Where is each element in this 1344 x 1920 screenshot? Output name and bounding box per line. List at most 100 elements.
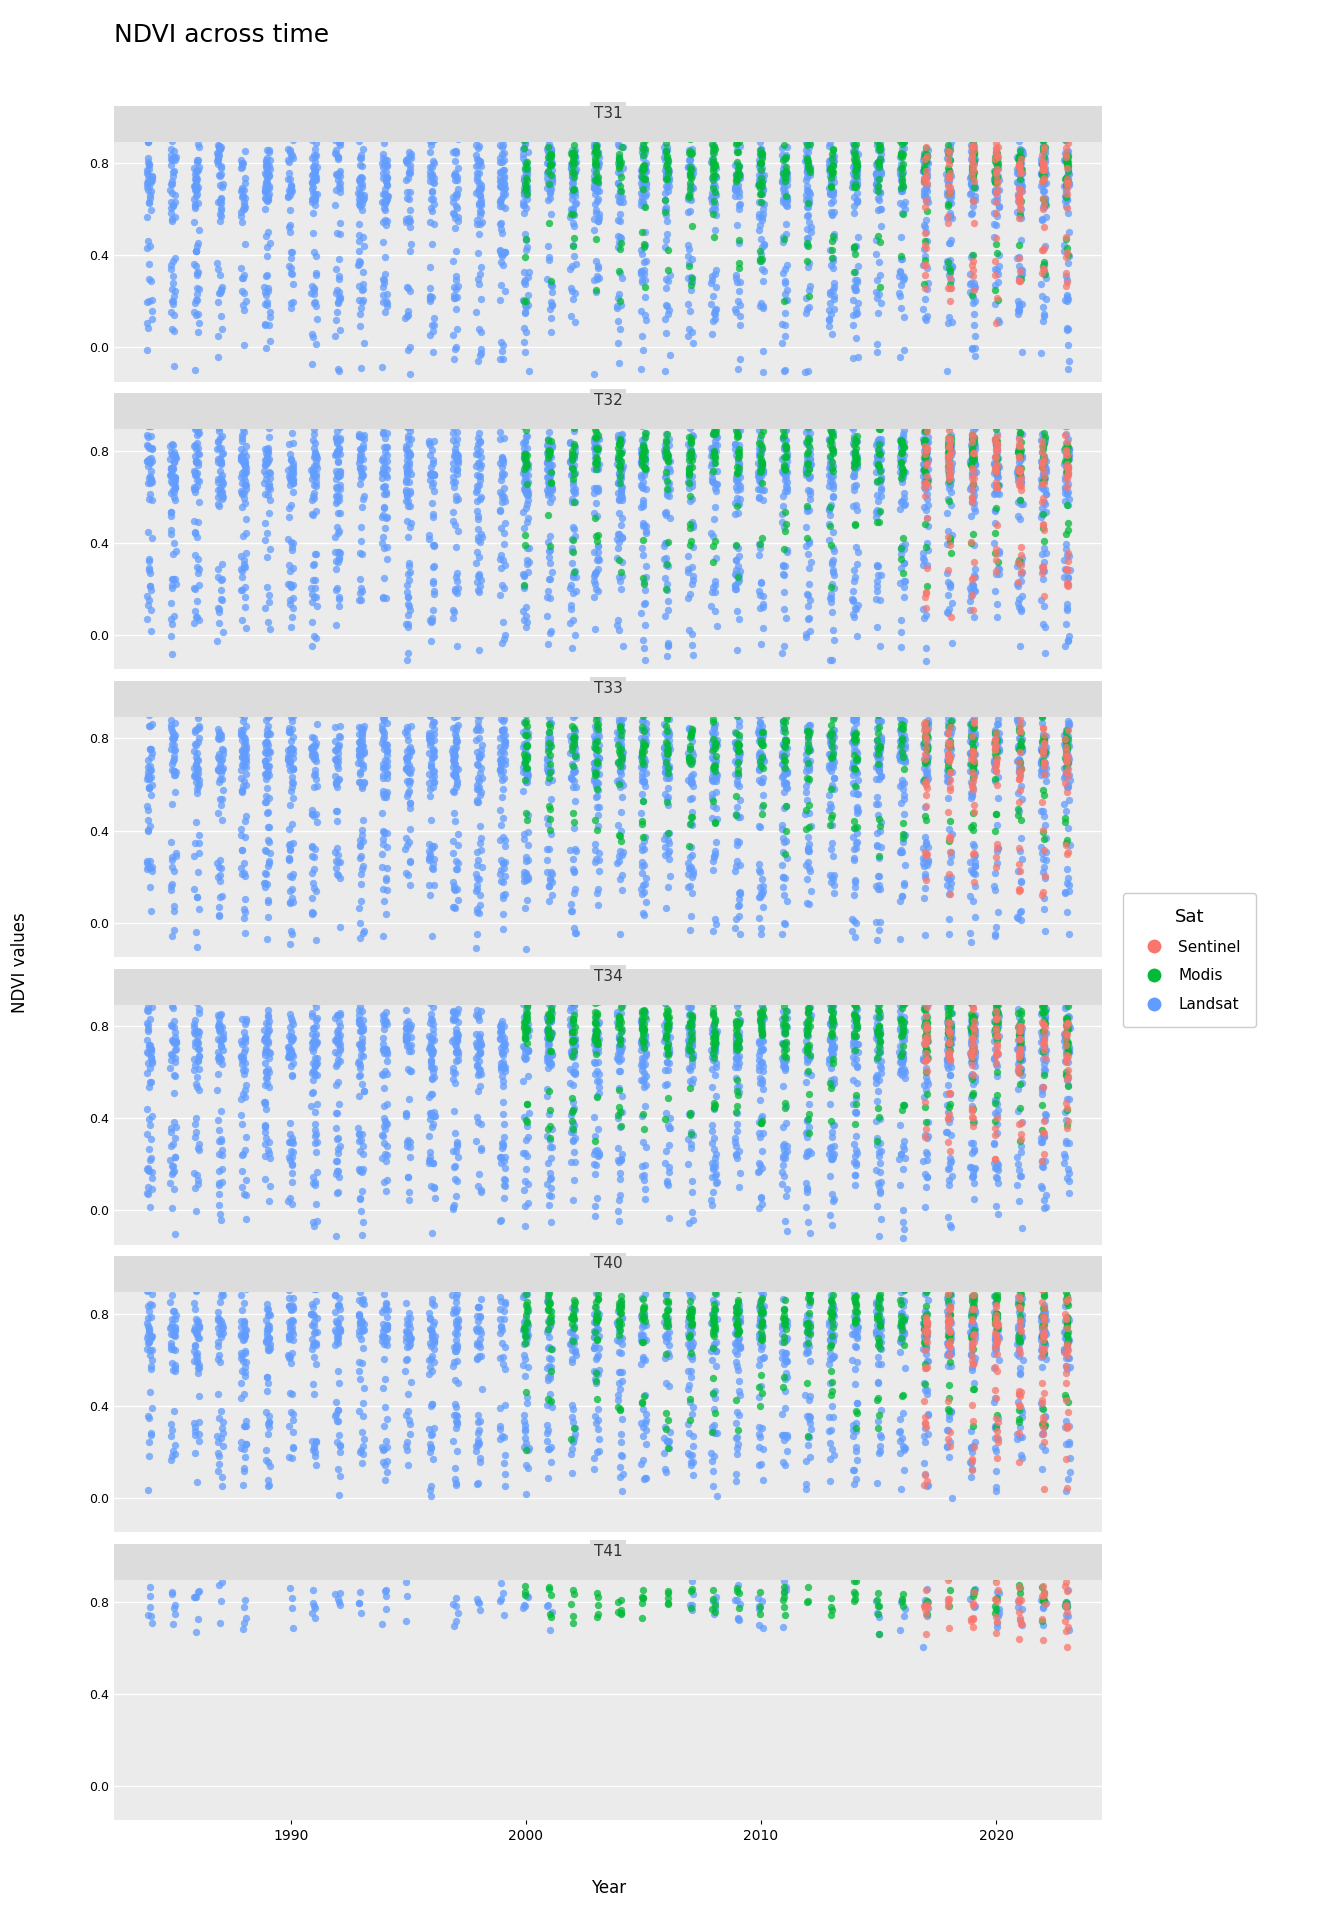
Point — [797, 538, 818, 568]
Point — [891, 1323, 913, 1354]
Point — [585, 1014, 606, 1044]
Point — [183, 572, 204, 603]
Point — [890, 1306, 911, 1336]
Point — [517, 1432, 539, 1463]
Point — [657, 159, 679, 190]
Point — [445, 1306, 466, 1336]
Point — [774, 451, 796, 482]
Point — [301, 175, 323, 205]
Point — [399, 756, 421, 787]
Point — [750, 1008, 771, 1039]
Point — [984, 1352, 1005, 1382]
Point — [610, 858, 632, 889]
Point — [634, 300, 656, 330]
Point — [797, 175, 818, 205]
Point — [536, 1081, 558, 1112]
Point — [1034, 580, 1055, 611]
Point — [607, 465, 629, 495]
Point — [329, 710, 351, 741]
Point — [258, 607, 280, 637]
Point — [491, 269, 512, 300]
Point — [750, 751, 771, 781]
Point — [985, 455, 1007, 486]
Point — [844, 1369, 866, 1400]
Point — [371, 528, 392, 559]
Point — [540, 467, 562, 497]
Point — [938, 1613, 960, 1644]
Point — [587, 1313, 609, 1344]
Point — [724, 728, 746, 758]
Point — [609, 146, 630, 177]
Point — [986, 150, 1008, 180]
Point — [771, 444, 793, 474]
Point — [939, 1300, 961, 1331]
Point — [917, 140, 938, 171]
Point — [489, 171, 511, 202]
Point — [258, 150, 280, 180]
Point — [775, 703, 797, 733]
Point — [986, 1029, 1008, 1060]
Point — [818, 726, 840, 756]
Point — [985, 991, 1007, 1021]
Point — [536, 1590, 558, 1620]
Point — [774, 106, 796, 136]
Point — [985, 223, 1007, 253]
Point — [376, 1037, 398, 1068]
Point — [585, 1025, 606, 1056]
Point — [1034, 728, 1055, 758]
Point — [207, 146, 228, 177]
Point — [632, 707, 653, 737]
Point — [1011, 173, 1032, 204]
Point — [352, 714, 374, 745]
Point — [231, 492, 253, 522]
Point — [257, 186, 278, 217]
Point — [491, 1010, 512, 1041]
Point — [844, 812, 866, 843]
Point — [349, 526, 371, 557]
Point — [512, 1031, 534, 1062]
Point — [985, 1413, 1007, 1444]
Point — [680, 1294, 702, 1325]
Point — [914, 753, 935, 783]
Point — [470, 776, 492, 806]
Point — [353, 1425, 375, 1455]
Point — [730, 463, 751, 493]
Point — [446, 192, 468, 223]
Point — [446, 532, 468, 563]
Point — [820, 866, 841, 897]
Point — [489, 1018, 511, 1048]
Point — [965, 1000, 986, 1031]
Point — [796, 156, 817, 186]
Point — [941, 307, 962, 338]
Point — [421, 161, 442, 192]
Point — [917, 1346, 938, 1377]
Point — [750, 407, 771, 438]
Point — [1034, 989, 1055, 1020]
Point — [328, 543, 349, 574]
Point — [137, 286, 159, 317]
Point — [657, 1574, 679, 1605]
Point — [938, 1329, 960, 1359]
Point — [914, 154, 935, 184]
Point — [492, 1348, 513, 1379]
Point — [774, 223, 796, 253]
Point — [960, 756, 981, 787]
Point — [302, 1369, 324, 1400]
Point — [636, 862, 657, 893]
Point — [324, 1002, 345, 1033]
Point — [894, 987, 915, 1018]
Point — [137, 1275, 159, 1306]
Point — [539, 436, 560, 467]
Point — [376, 1446, 398, 1476]
Point — [797, 1177, 818, 1208]
Point — [630, 1050, 652, 1081]
Point — [630, 447, 652, 478]
Point — [493, 177, 515, 207]
Point — [1031, 985, 1052, 1016]
Point — [915, 438, 937, 468]
Point — [1056, 1592, 1078, 1622]
Point — [800, 438, 821, 468]
Point — [773, 793, 794, 824]
Point — [138, 1327, 160, 1357]
Point — [703, 1037, 724, 1068]
